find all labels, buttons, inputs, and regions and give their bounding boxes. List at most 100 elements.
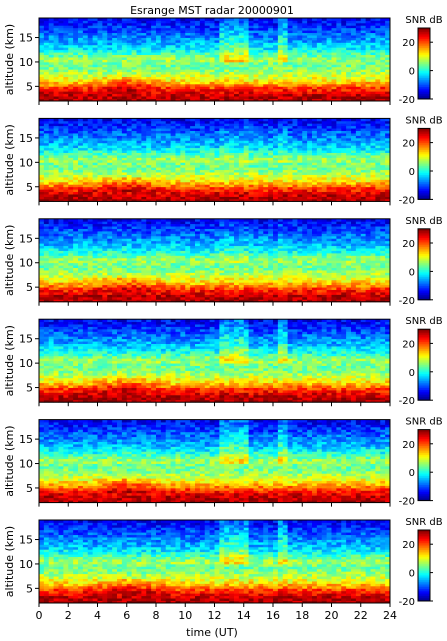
heatmap-cell bbox=[39, 128, 45, 131]
heatmap-cell bbox=[219, 32, 225, 36]
heatmap-cell bbox=[185, 128, 191, 131]
heatmap-cell bbox=[287, 118, 293, 122]
heatmap-cell bbox=[195, 81, 201, 85]
heatmap-cell bbox=[224, 64, 230, 68]
heatmap-cell bbox=[331, 32, 337, 36]
heatmap-cell bbox=[136, 145, 142, 149]
heatmap-cell bbox=[331, 88, 337, 92]
heatmap-cell bbox=[141, 66, 147, 70]
heatmap-cell bbox=[190, 76, 196, 80]
heatmap-cell bbox=[238, 198, 245, 202]
heatmap-cell bbox=[136, 83, 142, 87]
heatmap-cell bbox=[351, 86, 357, 90]
heatmap-cell bbox=[229, 98, 235, 102]
heatmap-cell bbox=[73, 25, 79, 29]
heatmap-cell bbox=[316, 57, 323, 60]
heatmap-cell bbox=[248, 179, 254, 183]
heatmap-cell bbox=[156, 88, 162, 92]
heatmap-cell bbox=[48, 79, 55, 82]
heatmap-cell bbox=[234, 69, 240, 73]
heatmap-cell bbox=[375, 52, 381, 56]
heatmap-cell bbox=[282, 196, 289, 200]
heatmap-cell bbox=[380, 98, 386, 102]
heatmap-cell bbox=[277, 83, 284, 87]
heatmap-cell bbox=[68, 176, 74, 180]
heatmap-cell bbox=[126, 186, 133, 190]
heatmap-cell bbox=[312, 71, 318, 75]
heatmap-cell bbox=[263, 86, 269, 90]
heatmap-cell bbox=[229, 194, 235, 197]
heatmap-cell bbox=[131, 49, 137, 53]
heatmap-cell bbox=[126, 20, 133, 24]
heatmap-cell bbox=[287, 83, 293, 87]
heatmap-cell bbox=[68, 172, 74, 175]
heatmap-cell bbox=[234, 86, 240, 90]
heatmap-cell bbox=[229, 142, 235, 146]
heatmap-cell bbox=[365, 88, 371, 92]
heatmap-cell bbox=[375, 39, 381, 43]
heatmap-cell bbox=[78, 172, 84, 175]
heatmap-cell bbox=[268, 184, 274, 188]
heatmap-cell bbox=[312, 169, 318, 173]
heatmap-cell bbox=[151, 49, 157, 53]
heatmap-cell bbox=[365, 133, 371, 136]
heatmap-cell bbox=[78, 125, 84, 129]
heatmap-cell bbox=[117, 81, 123, 85]
heatmap-cell bbox=[263, 164, 269, 168]
heatmap-cell bbox=[268, 47, 274, 51]
colorbar-segment bbox=[418, 192, 430, 195]
heatmap-cell bbox=[53, 176, 59, 180]
heatmap-cell bbox=[307, 179, 313, 183]
heatmap-cell bbox=[180, 47, 186, 51]
heatmap-cell bbox=[151, 194, 157, 197]
heatmap-cell bbox=[277, 142, 284, 146]
heatmap-cell bbox=[277, 186, 284, 190]
heatmap-cell bbox=[160, 22, 167, 26]
heatmap-cell bbox=[82, 157, 89, 161]
heatmap-cell bbox=[53, 91, 59, 95]
heatmap-cell bbox=[39, 196, 45, 200]
heatmap-cell bbox=[360, 133, 367, 136]
heatmap-cell bbox=[238, 66, 245, 70]
heatmap-cell bbox=[112, 37, 118, 41]
heatmap-cell bbox=[43, 61, 50, 65]
heatmap-cell bbox=[102, 88, 108, 92]
heatmap-cell bbox=[117, 162, 123, 166]
heatmap-cell bbox=[151, 176, 157, 180]
heatmap-cell bbox=[82, 83, 89, 87]
heatmap-cell bbox=[258, 54, 264, 58]
heatmap-cell bbox=[78, 128, 84, 131]
heatmap-cell bbox=[73, 30, 79, 34]
heatmap-cell bbox=[131, 147, 137, 151]
heatmap-cell bbox=[253, 152, 259, 156]
heatmap-cell bbox=[209, 88, 215, 92]
heatmap-cell bbox=[351, 52, 357, 56]
heatmap-cell bbox=[263, 79, 269, 82]
heatmap-cell bbox=[146, 25, 152, 29]
heatmap-cell bbox=[68, 164, 74, 168]
heatmap-cell bbox=[156, 76, 162, 80]
heatmap-cell bbox=[224, 76, 230, 80]
heatmap-cell bbox=[170, 125, 176, 129]
heatmap-cell bbox=[82, 22, 89, 26]
heatmap-cell bbox=[151, 54, 157, 58]
heatmap-cell bbox=[121, 137, 128, 141]
heatmap-cell bbox=[63, 152, 69, 156]
heatmap-cell bbox=[131, 74, 137, 77]
heatmap-cell bbox=[253, 76, 259, 80]
heatmap-cell bbox=[297, 147, 303, 151]
heatmap-cell bbox=[78, 198, 84, 202]
heatmap-cell bbox=[39, 164, 45, 168]
heatmap-cell bbox=[151, 164, 157, 168]
heatmap-cell bbox=[185, 42, 191, 46]
heatmap-cell bbox=[58, 118, 64, 122]
heatmap-cell bbox=[97, 198, 103, 202]
heatmap-cell bbox=[141, 184, 147, 188]
heatmap-cell bbox=[370, 162, 376, 166]
heatmap-cell bbox=[58, 76, 64, 80]
heatmap-cell bbox=[165, 174, 172, 178]
heatmap-cell bbox=[53, 130, 59, 134]
heatmap-cell bbox=[316, 96, 323, 99]
heatmap-cell bbox=[107, 39, 113, 43]
heatmap-cell bbox=[87, 155, 94, 158]
